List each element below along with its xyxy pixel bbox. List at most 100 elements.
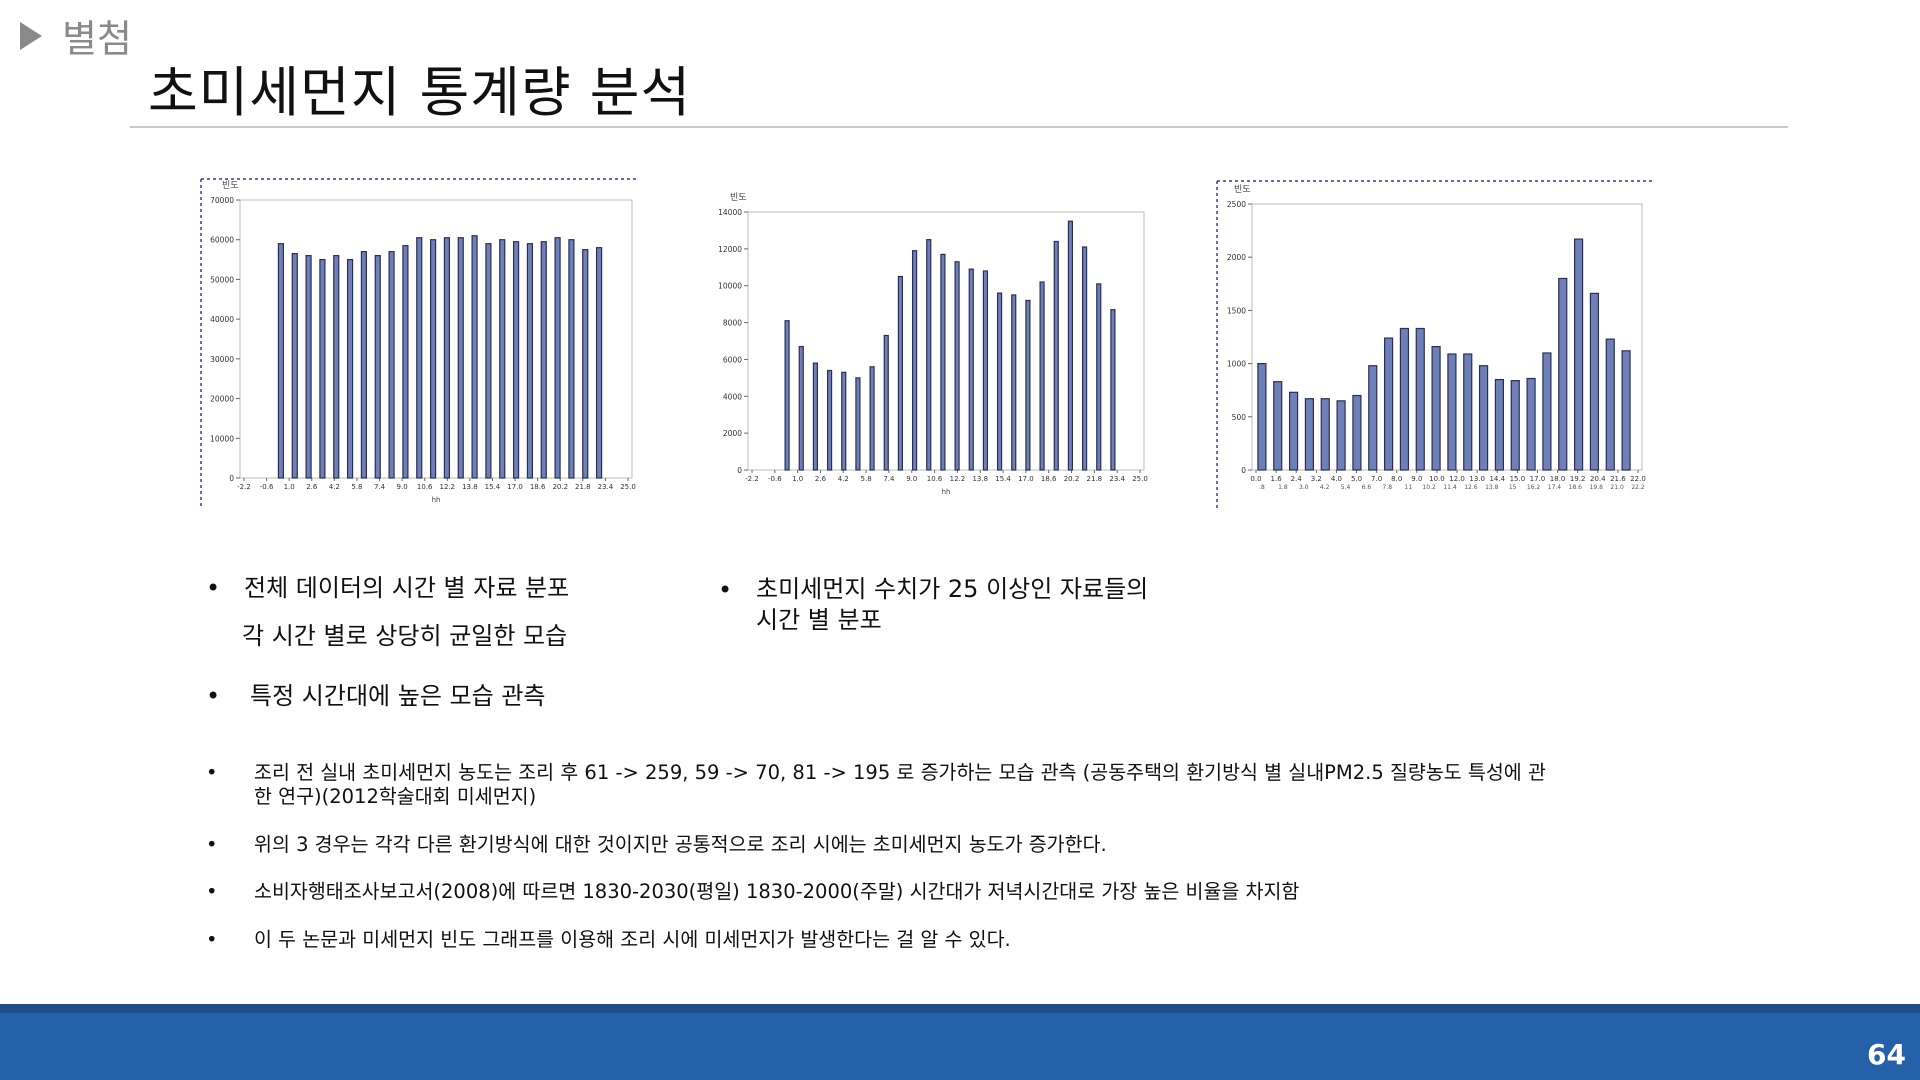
detail-2-text: 위의 3 경우는 각각 다른 환기방식에 대한 것이지만 공통적으로 조리 시에… xyxy=(254,833,1107,856)
x-tick-label-secondary: 19.8 xyxy=(1590,484,1604,491)
bar xyxy=(926,239,932,471)
bar xyxy=(360,251,368,479)
x-axis-label: hh xyxy=(432,496,441,504)
y-tick-label: 6000 xyxy=(723,355,742,364)
bar xyxy=(291,253,298,479)
x-tick-label-secondary: 21.0 xyxy=(1610,484,1624,491)
x-tick-label-secondary: 15 xyxy=(1509,484,1517,491)
bar xyxy=(897,275,904,471)
y-tick-label: 70000 xyxy=(210,196,234,205)
bar xyxy=(1039,281,1045,471)
detail-3: • 소비자행태조사보고서(2008)에 따르면 1830-2030(평일) 18… xyxy=(206,880,1299,904)
bar xyxy=(798,345,804,471)
x-tick-label: 13.8 xyxy=(972,475,988,483)
x-tick-label: 2.6 xyxy=(306,483,318,491)
bar xyxy=(1605,338,1615,471)
bar xyxy=(512,241,520,479)
note-left-1-sub: 각 시간 별로 상당히 균일한 모습 xyxy=(242,622,568,650)
bar xyxy=(1304,398,1315,471)
x-tick-label: 13.8 xyxy=(462,483,478,491)
x-tick-label: 22.0 xyxy=(1630,475,1646,483)
y-tick-label: 50000 xyxy=(210,275,234,284)
bar xyxy=(982,270,989,471)
y-tick-label: 2000 xyxy=(1227,253,1246,262)
x-tick-label: 12.2 xyxy=(439,483,455,491)
bar xyxy=(554,237,561,479)
detail-1-text: 조리 전 실내 초미세먼지 농도는 조리 후 61 -> 259, 59 -> … xyxy=(254,761,1546,809)
x-tick-label: 25.0 xyxy=(620,483,636,491)
note-mid-line1: 초미세먼지 수치가 25 이상인 자료들의 xyxy=(756,575,1149,603)
x-tick-label: -2.2 xyxy=(237,483,251,491)
x-tick-label: 10.0 xyxy=(1429,475,1445,483)
x-tick-label: 13.0 xyxy=(1469,475,1485,483)
x-tick-label: 15.4 xyxy=(485,483,501,491)
x-tick-label: 9.0 xyxy=(397,483,408,491)
bar xyxy=(1463,353,1473,471)
bar xyxy=(416,237,423,479)
x-tick-label: 2.6 xyxy=(815,475,827,483)
bar xyxy=(841,371,847,471)
x-tick-label-secondary: 5.4 xyxy=(1341,484,1351,491)
x-tick-label: 7.4 xyxy=(883,475,895,483)
bar xyxy=(784,320,790,471)
bar xyxy=(582,249,589,479)
x-tick-label: 5.0 xyxy=(1351,475,1362,483)
header-tag: 별첨 xyxy=(20,8,132,63)
y-tick-label: 2500 xyxy=(1227,200,1246,209)
x-tick-label: 9.0 xyxy=(1411,475,1422,483)
note-mid: • 초미세먼지 수치가 25 이상인 자료들의 시간 별 분포 xyxy=(718,574,1148,636)
y-tick-label: 0 xyxy=(1241,466,1246,475)
x-tick-label-secondary: 4.2 xyxy=(1320,484,1330,491)
bar xyxy=(1025,299,1031,471)
bar xyxy=(1510,380,1520,471)
bar xyxy=(1399,327,1410,471)
x-tick-label-secondary: 22.2 xyxy=(1631,484,1645,491)
bar xyxy=(1447,353,1457,471)
page-title: 초미세먼지 통계량 분석 xyxy=(148,61,692,124)
bar xyxy=(333,254,340,479)
y-tick-label: 0 xyxy=(737,466,742,475)
note-left-1-text: 전체 데이터의 시간 별 자료 분포 xyxy=(244,574,570,602)
y-tick-label: 10000 xyxy=(210,434,234,443)
x-tick-label: 4.2 xyxy=(838,475,849,483)
note-left-2: • 특정 시간대에 높은 모습 관측 xyxy=(206,680,545,712)
y-tick-label: 10000 xyxy=(718,282,742,291)
bar xyxy=(996,292,1003,471)
y-tick-label: 12000 xyxy=(718,245,742,254)
x-tick-label-secondary: 1.8 xyxy=(1278,484,1288,491)
y-tick-label: 20000 xyxy=(210,395,234,404)
x-tick-label: 19.2 xyxy=(1570,475,1586,483)
x-tick-label: 17.0 xyxy=(507,483,523,491)
x-tick-label-secondary: 6.6 xyxy=(1362,484,1372,491)
bar xyxy=(1336,400,1346,471)
y-tick-label: 1500 xyxy=(1227,306,1246,315)
bar xyxy=(855,377,861,471)
section-tag: 별첨 xyxy=(62,17,132,61)
bar xyxy=(526,243,534,479)
bar xyxy=(1383,337,1394,471)
x-tick-label: 15.4 xyxy=(995,475,1011,483)
note-left-1: • 전체 데이터의 시간 별 자료 분포 xyxy=(206,572,569,604)
y-tick-label: 30000 xyxy=(210,355,234,364)
bar xyxy=(305,254,312,479)
bar xyxy=(443,237,451,479)
x-tick-label: 15.0 xyxy=(1510,475,1526,483)
bar xyxy=(1573,238,1584,471)
x-tick-label: 18.6 xyxy=(1041,475,1057,483)
x-tick-label-secondary: 11.4 xyxy=(1443,484,1457,491)
x-tick-label: 14.4 xyxy=(1489,475,1505,483)
chart-over-25: 빈도 0 2000 4000 6000 8000 10000 12000 14000 -2.2 -0… xyxy=(706,180,1150,510)
bullet-dot: • xyxy=(206,928,218,951)
x-tick-label-secondary: 16.2 xyxy=(1527,484,1541,491)
x-tick-label: 10.6 xyxy=(417,483,433,491)
bullet-dot: • xyxy=(718,576,733,604)
y-tick-label: 40000 xyxy=(210,315,234,324)
bar xyxy=(1320,398,1330,471)
bar xyxy=(402,245,409,479)
x-tick-label-secondary: 13.8 xyxy=(1485,484,1499,491)
bullet-dot: • xyxy=(206,833,218,856)
detail-1-line2: 한 연구)(2012학술대회 미세먼지) xyxy=(254,785,537,808)
x-tick-label: 1.0 xyxy=(792,475,803,483)
bar xyxy=(869,366,875,471)
bar xyxy=(812,362,819,471)
